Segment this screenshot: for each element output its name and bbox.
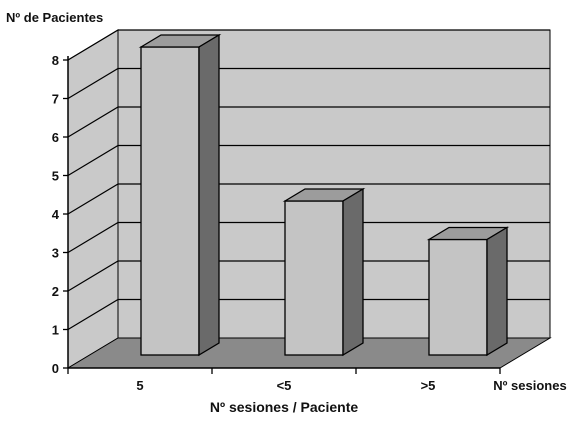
- gridline: [67, 106, 550, 138]
- gridline: [67, 298, 550, 331]
- y-tick-label: 7: [52, 92, 59, 107]
- x-tick-label: 5: [136, 378, 143, 393]
- bar-front: [284, 200, 344, 356]
- y-tick-label: 6: [52, 130, 59, 145]
- gridline: [67, 260, 550, 292]
- y-axis-title: Nº de Pacientes: [6, 10, 103, 25]
- y-tick-label: 1: [52, 323, 59, 338]
- y-tick-label: 2: [52, 284, 59, 299]
- y-tick-label: 0: [52, 361, 59, 376]
- y-tick-label: 3: [52, 246, 59, 261]
- y-tick-label: 8: [52, 53, 59, 68]
- bar-side: [486, 226, 508, 357]
- bar-side: [342, 187, 364, 357]
- gridline: [67, 29, 550, 61]
- bar-2: [426, 226, 510, 357]
- bar-front: [140, 46, 200, 356]
- bar-side: [198, 33, 220, 357]
- gridline: [67, 144, 550, 177]
- y-tick-label: 5: [52, 169, 59, 184]
- x-axis-ticks: 5 <5 >5: [67, 368, 501, 393]
- gridline: [67, 221, 550, 254]
- bar-0: [138, 33, 222, 357]
- gridline: [67, 67, 550, 100]
- y-axis-ticks: 0 1 2 3 4 5 6 7 8: [52, 53, 68, 376]
- bar-1: [282, 187, 366, 357]
- gridline: [67, 183, 550, 215]
- x-tick-label: <5: [277, 378, 292, 393]
- x-axis-end-label: Nº sesiones: [493, 378, 566, 393]
- x-axis-title: Nº sesiones / Paciente: [210, 399, 359, 415]
- y-tick-label: 4: [52, 207, 60, 222]
- bar-front: [428, 238, 488, 356]
- bars: [138, 33, 510, 357]
- gridlines: [67, 29, 550, 331]
- x-tick-label: >5: [421, 378, 436, 393]
